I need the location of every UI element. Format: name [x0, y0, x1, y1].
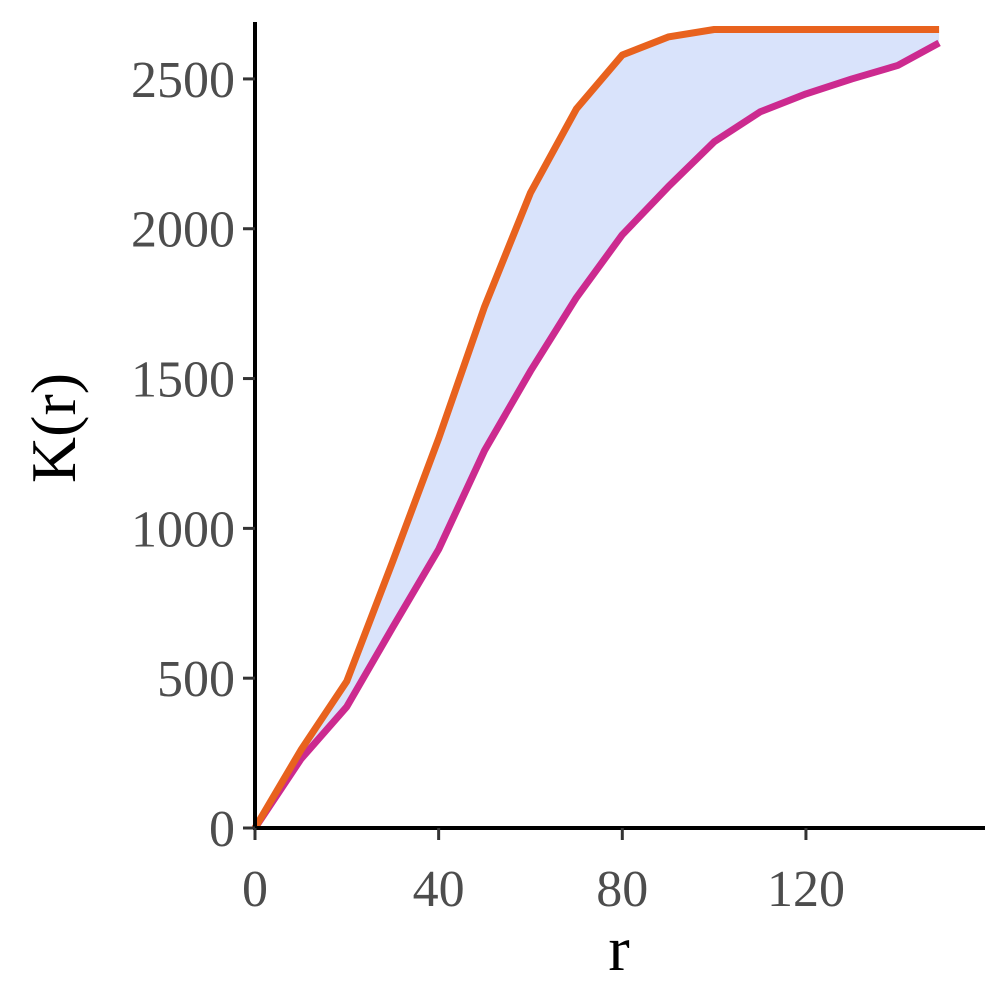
axes-layer	[253, 22, 985, 830]
x-tick-label: 80	[596, 861, 648, 918]
y-tick-label: 1500	[131, 352, 235, 409]
series-layer	[251, 25, 941, 830]
y-axis-title: K(r)	[18, 373, 89, 483]
envelope-band	[255, 29, 940, 829]
y-tick-label: 2000	[131, 202, 235, 259]
envelope-band-layer	[255, 29, 940, 829]
x-tick-label: 40	[413, 861, 465, 918]
x-axis-title: r	[608, 913, 629, 984]
y-tick-label: 2500	[131, 52, 235, 109]
y-tick-label: 0	[209, 801, 235, 858]
x-tick-label: 0	[242, 861, 268, 918]
upper-envelope-line	[251, 25, 940, 830]
tick-layer: 0 40 80 120 0 500 1000 1500 2000 2500	[131, 52, 845, 918]
lower-envelope-line	[252, 39, 941, 830]
y-tick-label: 500	[157, 651, 235, 708]
y-tick-label: 1000	[131, 501, 235, 558]
x-tick-label: 120	[767, 861, 845, 918]
